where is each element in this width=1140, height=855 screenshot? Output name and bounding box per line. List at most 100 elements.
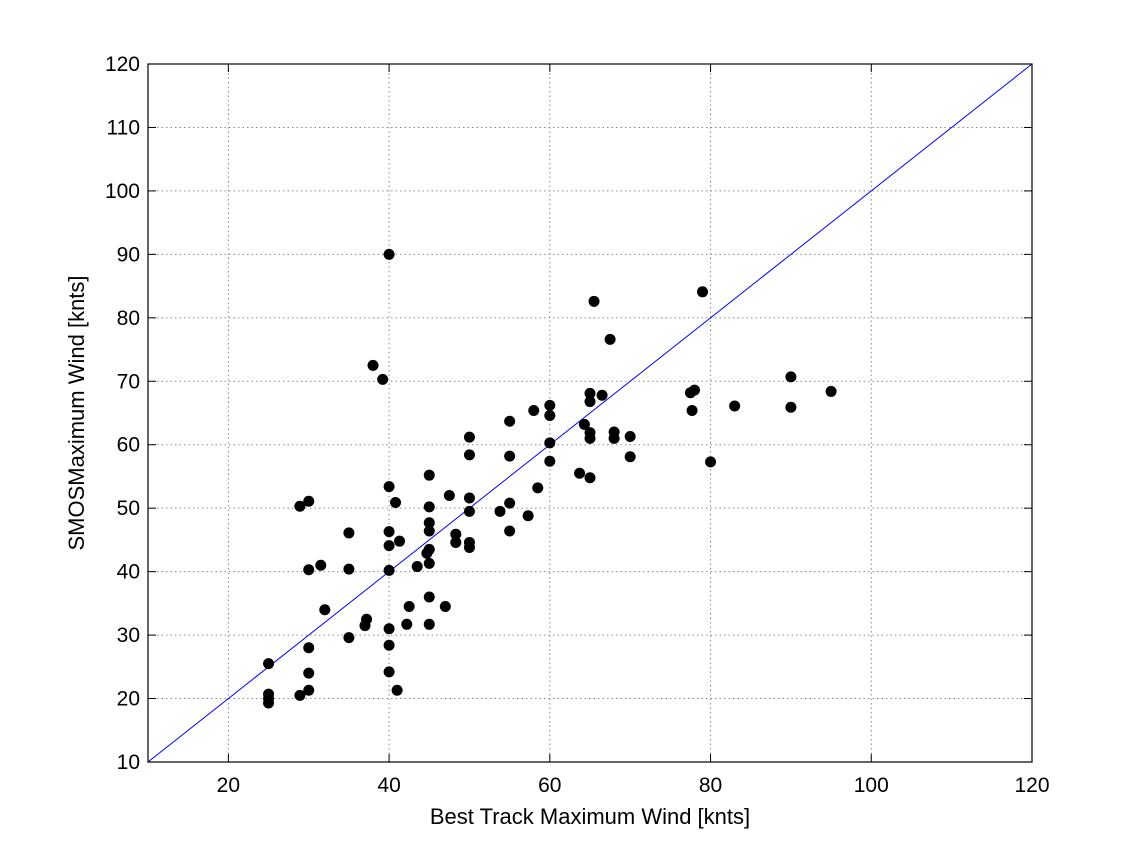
data-point [443,489,455,501]
data-point [450,528,462,540]
data-point [383,540,395,552]
data-point [394,535,406,547]
data-point [544,410,556,422]
data-point [504,415,516,427]
y-tick-label: 120 [105,53,140,76]
data-point [504,450,516,462]
data-point [315,559,327,571]
y-tick-label: 60 [117,434,140,457]
data-point [544,455,556,467]
y-tick-label: 10 [117,751,140,774]
data-point [532,482,544,494]
data-point [263,658,275,670]
data-point [785,371,797,383]
data-point [463,492,475,504]
data-point [423,591,435,603]
data-point [343,527,355,539]
data-point [686,404,698,416]
y-tick-label: 40 [117,561,140,584]
data-point [390,496,402,508]
data-point [729,400,741,412]
data-point [624,430,636,442]
y-tick-label: 80 [117,307,140,330]
data-point [494,505,506,517]
data-point [528,404,540,416]
data-point [423,543,435,555]
data-point [423,501,435,513]
reference-line [147,63,1033,763]
data-point [705,456,717,468]
data-point [361,613,373,625]
data-point [367,359,379,371]
data-point [383,248,395,260]
data-point [343,632,355,644]
data-point [383,666,395,678]
data-point [504,525,516,537]
data-point [624,451,636,463]
data-point [439,601,451,613]
data-point [303,684,315,696]
x-tick-label: 120 [1014,774,1049,797]
data-point [383,639,395,651]
data-point [391,684,403,696]
data-point [383,564,395,576]
data-point [294,500,306,512]
data-point [294,689,306,701]
data-point [450,536,462,548]
reference-line-group [147,63,1033,763]
data-point [504,497,516,509]
x-tick-label: 80 [699,774,722,797]
data-point [574,467,586,479]
data-point [688,384,700,396]
data-point [697,286,709,298]
data-point [608,426,620,438]
y-tick-label: 90 [117,243,140,266]
data-point [423,469,435,481]
data-point [584,387,596,399]
data-point [596,389,608,401]
data-points [263,248,837,709]
data-point [584,472,596,484]
data-point [423,525,435,537]
y-tick-label: 110 [107,116,140,139]
data-point [584,396,596,408]
x-tick-labels: 20 40 60 80 100 120 [217,774,1050,797]
data-point [383,526,395,538]
data-point [588,295,600,307]
data-point [401,618,413,630]
data-point [423,618,435,630]
data-point [383,481,395,493]
data-point [604,333,616,345]
plot-frame [147,63,1033,763]
data-point [423,517,435,529]
y-tick-labels: 10 20 30 40 50 60 70 80 90 100 110 120 [105,53,140,774]
data-point [303,495,315,507]
data-point [263,697,275,709]
grid [148,64,1032,762]
data-point [463,449,475,461]
data-point [584,427,596,439]
data-point [411,561,423,573]
data-point [303,642,315,654]
data-point [377,373,389,385]
y-tick-label: 50 [117,497,140,520]
x-tick-label: 100 [854,774,889,797]
data-point [303,667,315,679]
data-point [383,623,395,635]
x-tick-label: 20 [217,774,240,797]
data-point [463,536,475,548]
data-point [785,401,797,413]
data-point [522,510,534,522]
y-axis-label: SMOSMaximum Wind [knts] [64,275,89,550]
data-point [463,431,475,443]
data-point [319,604,331,616]
data-point [343,563,355,575]
x-axis-label: Best Track Maximum Wind [knts] [430,804,750,829]
data-point [423,557,435,569]
data-point [303,564,315,576]
data-point [544,437,556,449]
y-tick-label: 100 [105,180,140,203]
data-point [463,505,475,517]
y-tick-label: 30 [117,624,140,647]
